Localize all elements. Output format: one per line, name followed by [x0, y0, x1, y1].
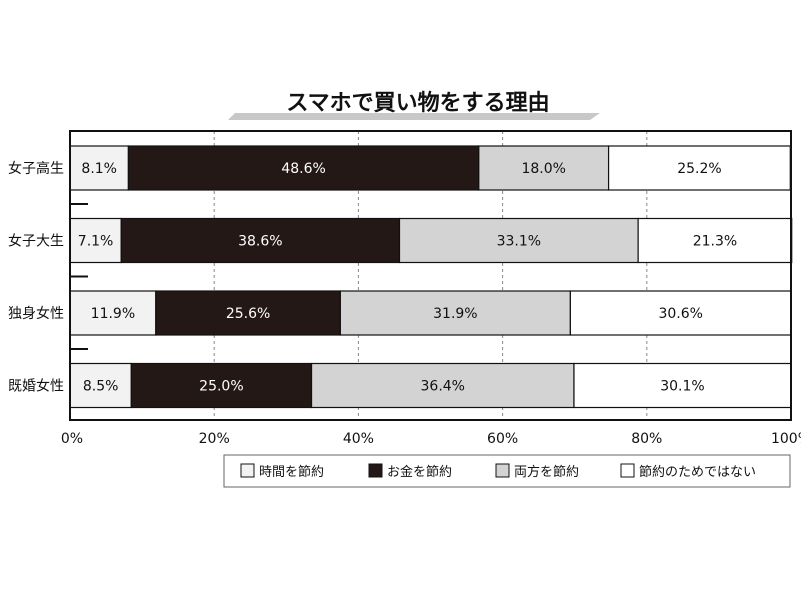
- bar-segment: [637, 217, 793, 264]
- bar-segment: [573, 362, 792, 409]
- x-tick-label: 60%: [487, 431, 518, 447]
- data-label: 31.9%: [433, 306, 477, 322]
- data-label: 30.6%: [658, 306, 702, 322]
- x-tick-label: 100%: [771, 431, 801, 447]
- category-label: 女子高生: [8, 160, 64, 177]
- data-label: 18.0%: [521, 161, 565, 177]
- legend-label: お金を節約: [387, 464, 452, 480]
- x-tick-label: 20%: [199, 431, 230, 447]
- data-label: 21.3%: [693, 234, 737, 250]
- legend-label: 両方を節約: [514, 464, 579, 480]
- title-group: スマホで買い物をする理由: [228, 90, 600, 120]
- bar-segment: [310, 362, 575, 409]
- bar-segment: [69, 217, 122, 264]
- bar-segment: [127, 145, 480, 191]
- data-label: 33.1%: [497, 234, 541, 250]
- bar-segment: [569, 290, 792, 336]
- plot-frame: [69, 130, 792, 421]
- category-label: 独身女性: [8, 305, 64, 322]
- bar-segment: [120, 217, 401, 264]
- bars: 8.1% 48.6% 18.0% 25.2% 7.1% 38.6% 33.1% 21.3% 11…: [69, 145, 793, 409]
- title-underline: [228, 113, 600, 120]
- bar-segment: [478, 145, 610, 191]
- data-label: 8.1%: [81, 161, 117, 177]
- data-label: 30.1%: [660, 379, 704, 395]
- data-label: 11.9%: [91, 306, 135, 322]
- data-label: 25.6%: [226, 306, 270, 322]
- bar-segment: [339, 290, 571, 336]
- legend-swatch: [240, 463, 255, 478]
- legend-label: 時間を節約: [259, 465, 324, 480]
- legend: 時間を節約 お金を節約 両方を節約 節約のためではない: [223, 454, 791, 488]
- data-label: 48.6%: [281, 161, 325, 177]
- data-label: 8.5%: [83, 379, 119, 395]
- legend-swatch: [620, 463, 635, 478]
- data-label: 25.2%: [677, 161, 721, 177]
- bar-segment: [398, 217, 639, 264]
- legend-swatch: [495, 463, 510, 478]
- x-tick-labels: 0% 20% 40% 60% 80% 100%: [61, 431, 801, 447]
- data-label: 38.6%: [238, 234, 282, 250]
- data-label: 36.4%: [421, 379, 465, 395]
- data-label: 25.0%: [199, 379, 243, 395]
- category-label: 既婚女性: [8, 378, 64, 395]
- legend-label: 節約のためではない: [639, 465, 756, 480]
- legend-swatch: [368, 463, 383, 478]
- bar-segment: [155, 290, 341, 336]
- bar-segment: [130, 362, 313, 409]
- category-label: 女子大生: [8, 233, 64, 250]
- chart-title: スマホで買い物をする理由: [286, 90, 549, 116]
- x-tick-label: 40%: [343, 431, 374, 447]
- x-tick-label: 0%: [61, 431, 83, 447]
- data-label: 7.1%: [78, 234, 114, 250]
- x-tick-label: 80%: [631, 431, 662, 447]
